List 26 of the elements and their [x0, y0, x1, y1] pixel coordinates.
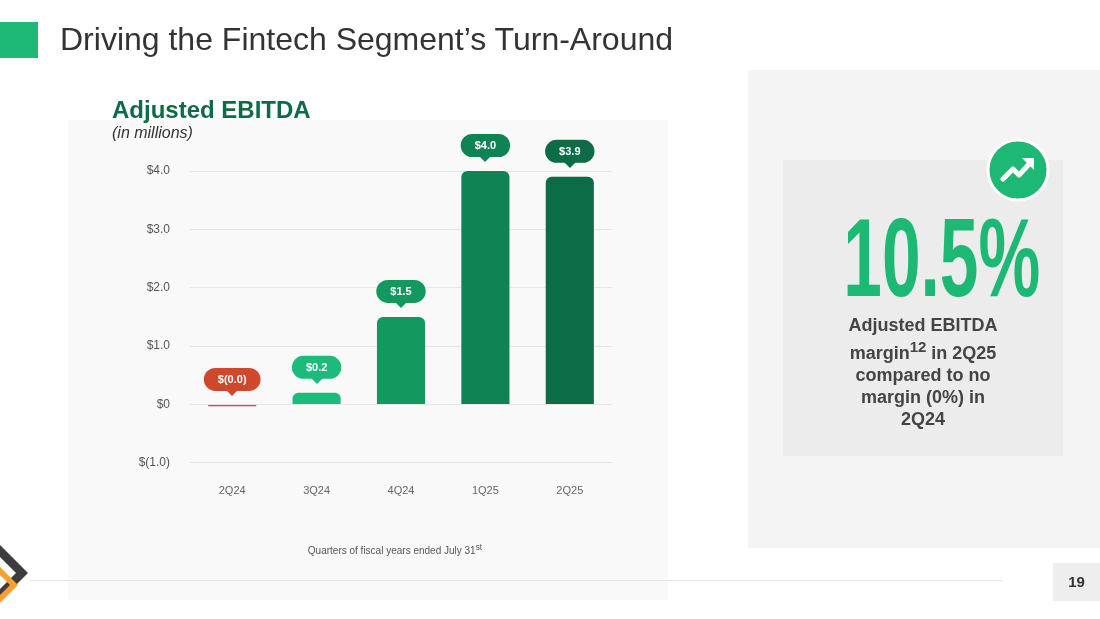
y-tick-label: $1.0 — [146, 338, 171, 353]
text: Driving the Fintech Segment’s Turn-Around — [60, 21, 674, 58]
data-label: $0.2 — [305, 360, 328, 373]
data-label: $1.5 — [390, 284, 412, 297]
x-tick-label: 1Q25 — [471, 484, 499, 497]
bar — [376, 316, 426, 404]
x-tick-label: 3Q24 — [303, 484, 331, 497]
chart-subtitle: (in millions) — [112, 124, 193, 142]
bar — [461, 171, 510, 404]
x-tick-label: 2Q24 — [218, 484, 246, 497]
y-tick-label: $3.0 — [146, 221, 171, 236]
y-tick-label: $0 — [156, 396, 171, 411]
text: Adjusted EBITDA margin$^{12}$ in 2Q25 compared to no margin (0%) in 2Q24 — [847, 314, 999, 430]
y-tick-label: $4.0 — [146, 163, 171, 178]
y-tick-label: $(1.0) — [138, 455, 170, 470]
x-tick-label: 2Q25 — [556, 484, 584, 497]
data-label: $(0.0) — [217, 372, 247, 385]
data-label: $3.9 — [559, 144, 581, 157]
x-axis-title: Quarters of fiscal years ended July 31$^{st}$ — [306, 542, 484, 557]
bar — [545, 176, 594, 404]
x-tick-label: 4Q24 — [387, 484, 415, 497]
text: 19 — [1067, 573, 1086, 590]
data-label: $4.0 — [474, 139, 497, 152]
y-tick-label: $2.0 — [146, 280, 171, 295]
bar — [292, 392, 341, 404]
chart-title: Adjusted EBITDA — [112, 96, 311, 124]
